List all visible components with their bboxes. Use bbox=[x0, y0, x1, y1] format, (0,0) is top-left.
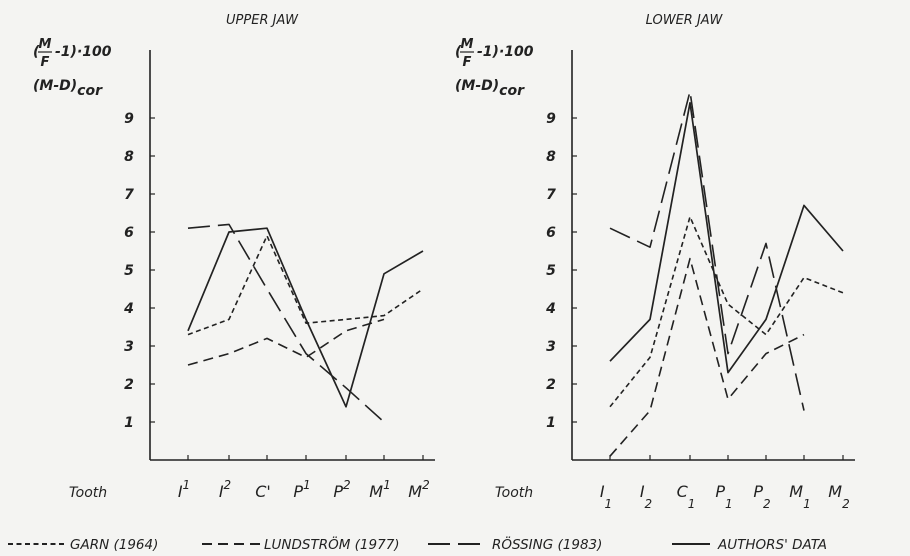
y-label-numerator: M bbox=[39, 37, 52, 52]
x-tick-label: M1 bbox=[789, 482, 810, 511]
y-tick-label: 7 bbox=[546, 187, 556, 203]
y-tick-label: 3 bbox=[546, 339, 556, 355]
y-axis-label-top: (MF -1)·100 bbox=[33, 37, 112, 70]
x-tick-label: C' bbox=[255, 482, 271, 501]
x-tick-label: P2 bbox=[753, 482, 770, 511]
y-axis-label-bottom: (M-D)cor bbox=[455, 78, 525, 99]
series-line-short-dash bbox=[187, 235, 424, 336]
y-tick-label: 2 bbox=[124, 377, 134, 393]
x-tick-label: P1 bbox=[293, 478, 310, 501]
y-label-denominator: F bbox=[463, 55, 472, 70]
series-line-medium-dash bbox=[609, 257, 805, 457]
upper-jaw-panel: UPPER JAW 1 2 3 4 5 6 7 8 9 (MF -1)·100 (M-D)cor Toot… bbox=[33, 13, 435, 501]
legend-label: GARN (1964) bbox=[70, 537, 158, 553]
y-tick-label: 5 bbox=[546, 263, 556, 279]
y-label-denominator: F bbox=[41, 55, 50, 70]
y-tick-label: 9 bbox=[124, 111, 134, 127]
x-tick-label: M2 bbox=[828, 482, 849, 511]
y-tick-label: 8 bbox=[124, 149, 134, 165]
y-tick-label: 4 bbox=[123, 301, 134, 317]
y-tick-label: 2 bbox=[546, 377, 556, 393]
y-tick-label: 6 bbox=[124, 225, 134, 241]
x-tick-label: P1 bbox=[715, 482, 732, 511]
x-tick-label: P2 bbox=[333, 478, 350, 501]
y-tick-label: 5 bbox=[124, 263, 134, 279]
panel-title: UPPER JAW bbox=[226, 13, 299, 28]
x-tick-label: I2 bbox=[640, 482, 652, 511]
series-line-long-dash bbox=[609, 90, 805, 411]
y-tick-label: 1 bbox=[546, 415, 556, 431]
x-tick-label: M2 bbox=[408, 478, 429, 501]
y-tick-label: 6 bbox=[546, 225, 556, 241]
x-tick-label: I1 bbox=[600, 482, 612, 511]
y-tick-label: 4 bbox=[545, 301, 556, 317]
legend: GARN (1964) LUNDSTRÖM (1977) RÖSSING (1983… bbox=[8, 535, 827, 553]
series-line-medium-dash bbox=[187, 318, 385, 366]
y-label-paren: ( bbox=[33, 44, 40, 60]
y-axis-label-bottom: (M-D)cor bbox=[33, 78, 103, 99]
x-axis-label: Tooth bbox=[495, 485, 533, 501]
x-tick-label: C1 bbox=[677, 482, 696, 511]
y-tick-label: 9 bbox=[546, 111, 556, 127]
y-label-rest: -1)·100 bbox=[477, 44, 534, 60]
y-tick-label: 7 bbox=[124, 187, 134, 203]
series-line-solid bbox=[187, 227, 424, 408]
legend-label: LUNDSTRÖM (1977) bbox=[264, 535, 400, 553]
x-tick-label: I2 bbox=[219, 478, 231, 501]
legend-label: RÖSSING (1983) bbox=[492, 535, 602, 553]
x-axis-label: Tooth bbox=[69, 485, 107, 501]
series-line-solid bbox=[609, 101, 844, 374]
y-tick-label: 3 bbox=[124, 339, 134, 355]
lower-jaw-panel: LOWER JAW 1 2 3 4 5 6 7 8 9 (MF -1)·100 (M-D)cor Toot… bbox=[455, 13, 855, 511]
y-label-numerator: M bbox=[461, 37, 474, 52]
y-label-rest: -1)·100 bbox=[55, 44, 112, 60]
series-line-long-dash bbox=[187, 223, 385, 423]
legend-label: AUTHORS' DATA bbox=[717, 537, 827, 553]
series-line-short-dash bbox=[609, 216, 844, 408]
panel-title: LOWER JAW bbox=[646, 13, 724, 28]
y-axis-label-top: (MF -1)·100 bbox=[455, 37, 534, 70]
y-tick-label: 8 bbox=[546, 149, 556, 165]
x-tick-label: M1 bbox=[369, 478, 390, 501]
y-tick-label: 1 bbox=[124, 415, 134, 431]
y-label-paren: ( bbox=[455, 44, 462, 60]
x-tick-label: I1 bbox=[178, 478, 190, 501]
